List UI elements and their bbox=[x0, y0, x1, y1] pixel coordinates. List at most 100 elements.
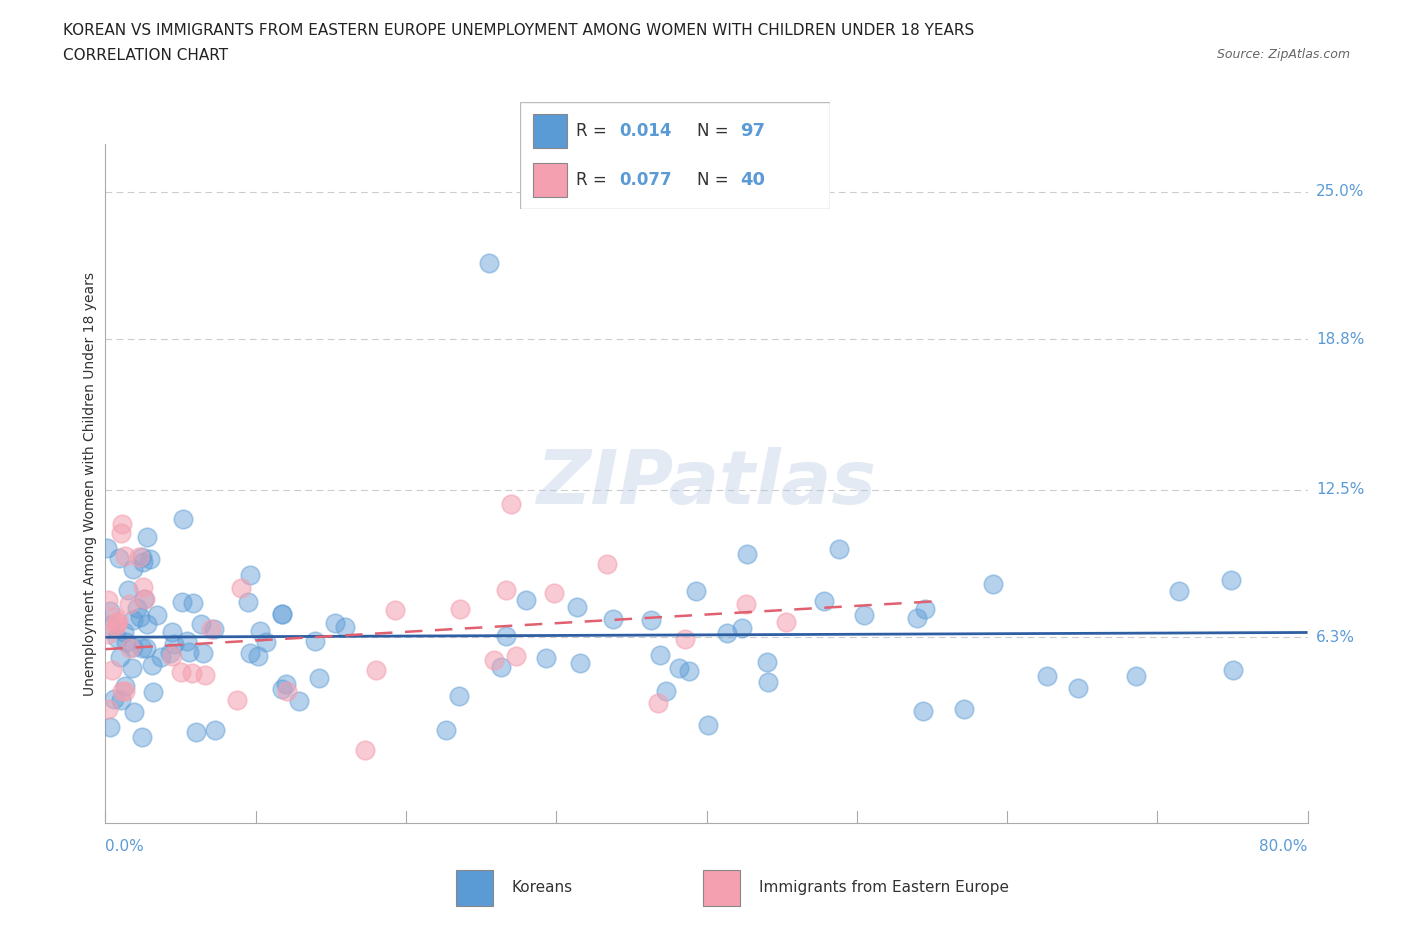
Point bbox=[183, 595, 205, 610]
Point bbox=[96, 540, 118, 555]
Point bbox=[515, 592, 537, 607]
Point bbox=[134, 591, 156, 606]
Point bbox=[602, 612, 624, 627]
Text: 18.8%: 18.8% bbox=[1316, 332, 1364, 347]
Text: R =: R = bbox=[576, 171, 612, 190]
Point bbox=[495, 629, 517, 644]
Point bbox=[160, 649, 183, 664]
Point bbox=[112, 624, 135, 639]
Point bbox=[149, 650, 172, 665]
Point bbox=[478, 256, 501, 271]
Text: 80.0%: 80.0% bbox=[1260, 839, 1308, 854]
Point bbox=[163, 637, 186, 652]
Point bbox=[482, 653, 505, 668]
Point bbox=[731, 620, 754, 635]
Point bbox=[323, 616, 346, 631]
Point bbox=[104, 609, 127, 624]
Point bbox=[104, 618, 127, 633]
Point bbox=[907, 610, 929, 625]
Point bbox=[813, 593, 835, 608]
Text: ZIPatlas: ZIPatlas bbox=[537, 447, 876, 520]
Point bbox=[595, 557, 617, 572]
Point bbox=[132, 579, 155, 594]
Point bbox=[176, 633, 198, 648]
Point bbox=[97, 627, 120, 642]
Point bbox=[131, 730, 153, 745]
Point bbox=[131, 550, 153, 565]
Point bbox=[121, 640, 143, 655]
Point bbox=[685, 584, 707, 599]
Text: 25.0%: 25.0% bbox=[1316, 184, 1364, 199]
Point bbox=[308, 671, 330, 685]
Point bbox=[190, 617, 212, 631]
Text: 0.077: 0.077 bbox=[619, 171, 672, 190]
Point bbox=[105, 616, 128, 631]
Point bbox=[181, 666, 204, 681]
Point bbox=[828, 541, 851, 556]
Point bbox=[111, 516, 134, 531]
Point bbox=[118, 641, 141, 656]
Text: N =: N = bbox=[696, 171, 734, 190]
Point bbox=[132, 554, 155, 569]
Text: CORRELATION CHART: CORRELATION CHART bbox=[63, 48, 228, 63]
Text: 97: 97 bbox=[740, 122, 765, 140]
Point bbox=[107, 631, 129, 645]
Point bbox=[114, 678, 136, 693]
Point bbox=[121, 661, 143, 676]
Point bbox=[756, 674, 779, 689]
Point bbox=[353, 742, 375, 757]
Point bbox=[953, 701, 976, 716]
Point bbox=[1220, 572, 1243, 587]
Point bbox=[274, 676, 297, 691]
Point bbox=[1125, 669, 1147, 684]
Point bbox=[335, 619, 357, 634]
Point bbox=[98, 719, 121, 734]
Point bbox=[136, 529, 159, 544]
Point bbox=[569, 655, 592, 670]
Text: Source: ZipAtlas.com: Source: ZipAtlas.com bbox=[1216, 48, 1350, 61]
Point bbox=[735, 547, 758, 562]
Point bbox=[271, 681, 294, 696]
Point bbox=[127, 601, 149, 616]
Point bbox=[853, 607, 876, 622]
Point bbox=[1067, 681, 1090, 696]
Point bbox=[1222, 663, 1244, 678]
Point bbox=[110, 683, 132, 698]
Point bbox=[364, 663, 387, 678]
Point bbox=[128, 549, 150, 564]
Point bbox=[449, 601, 471, 616]
FancyBboxPatch shape bbox=[533, 164, 567, 197]
FancyBboxPatch shape bbox=[703, 870, 740, 906]
Point bbox=[97, 701, 120, 716]
Point bbox=[543, 585, 565, 600]
Point bbox=[565, 600, 588, 615]
Text: Koreans: Koreans bbox=[512, 880, 572, 896]
Point bbox=[114, 684, 136, 698]
Point bbox=[495, 582, 517, 597]
Point bbox=[276, 684, 298, 698]
Point bbox=[640, 613, 662, 628]
Point bbox=[236, 594, 259, 609]
Point bbox=[499, 497, 522, 512]
Point bbox=[108, 649, 131, 664]
Point bbox=[98, 618, 121, 632]
Point bbox=[534, 650, 557, 665]
Point bbox=[124, 705, 146, 720]
Point bbox=[172, 512, 194, 527]
Point bbox=[673, 631, 696, 646]
Point bbox=[755, 655, 778, 670]
Text: 12.5%: 12.5% bbox=[1316, 482, 1364, 497]
Point bbox=[254, 635, 277, 650]
Point bbox=[288, 694, 311, 709]
Text: 6.3%: 6.3% bbox=[1316, 630, 1355, 644]
Point bbox=[914, 602, 936, 617]
Point bbox=[108, 551, 131, 565]
Point bbox=[225, 692, 247, 707]
Point bbox=[200, 621, 222, 636]
Point bbox=[122, 613, 145, 628]
Point bbox=[668, 660, 690, 675]
Point bbox=[648, 647, 671, 662]
Text: Immigrants from Eastern Europe: Immigrants from Eastern Europe bbox=[759, 880, 1008, 896]
Point bbox=[186, 724, 208, 739]
Point bbox=[204, 723, 226, 737]
